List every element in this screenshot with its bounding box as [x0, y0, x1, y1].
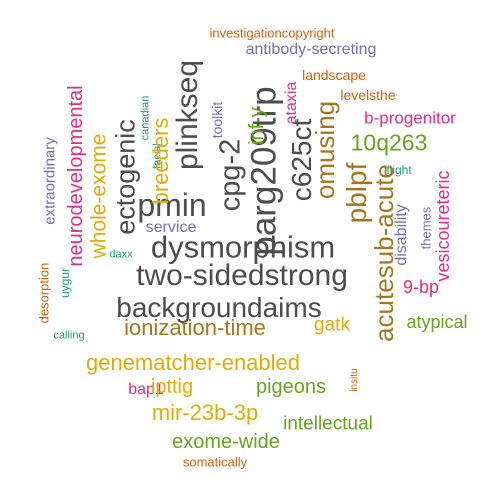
- word-investigationcopyright: investigationcopyright: [209, 25, 335, 41]
- word-vesicoureteric: vesicoureteric: [433, 170, 453, 282]
- word-9-bp: 9-bp: [402, 277, 440, 297]
- word-extraordinary: extraordinary: [41, 137, 59, 225]
- word-b-progenitor: b-progenitor: [364, 108, 456, 128]
- word-toolkit: toolkit: [209, 101, 225, 139]
- word-uygur: uygur: [58, 267, 72, 299]
- word-ectogenic: ectogenic: [110, 119, 141, 235]
- word-genematcher-enabled: genematcher-enabled: [85, 350, 301, 375]
- word-intellectual: intellectual: [283, 413, 373, 435]
- word-ataxia: ataxia: [283, 81, 300, 125]
- word-daxx: daxx: [109, 248, 133, 261]
- word-insitu: insitu: [349, 368, 360, 392]
- word-desorption: desorption: [36, 262, 52, 324]
- word-levelsthe: levelsthe: [340, 87, 396, 103]
- word-c625ct: c625ct: [286, 118, 317, 202]
- word-atypical: atypical: [406, 312, 468, 332]
- word-10q263: 10q263: [350, 129, 428, 156]
- word-ipttig: ipttig: [150, 376, 194, 398]
- word-disability: disability: [393, 204, 410, 266]
- word-two-sidedstrong: two-sidedstrong: [136, 259, 348, 292]
- word-pblpf: pblpf: [341, 162, 372, 224]
- word-breeders: breeders: [148, 117, 173, 205]
- word-bap1: bap1: [128, 381, 164, 398]
- word-neurodevelopmental: neurodevelopmental: [65, 85, 87, 267]
- word-mir-23b-3p: mir-23b-3p: [151, 400, 259, 425]
- word-pigeons: pigeons: [255, 376, 327, 398]
- word-service: service: [145, 219, 197, 236]
- word-backgroundaims: backgroundaims: [116, 292, 322, 323]
- word-landscape: landscape: [302, 67, 366, 83]
- word-inf-y: inf-y: [246, 107, 268, 145]
- word-themes: themes: [418, 206, 434, 250]
- word-dysmorphism: dysmorphism: [150, 229, 336, 265]
- word-plinkseq: plinkseq: [171, 59, 204, 171]
- word-whole-exome: whole-exome: [87, 133, 111, 259]
- word-antibody-secreting: antibody-secreting: [245, 41, 377, 58]
- word-pmin: pmin: [137, 187, 207, 223]
- word-flight: flight: [386, 163, 412, 177]
- word-exome-wide: exome-wide: [172, 431, 280, 453]
- word-ionization-time: ionization-time: [124, 315, 266, 340]
- word-calling: calling: [53, 329, 85, 342]
- word-gatk: gatk: [314, 314, 350, 336]
- word-somatically: somatically: [182, 454, 248, 470]
- word-cpg-2: cpg-2: [214, 138, 247, 212]
